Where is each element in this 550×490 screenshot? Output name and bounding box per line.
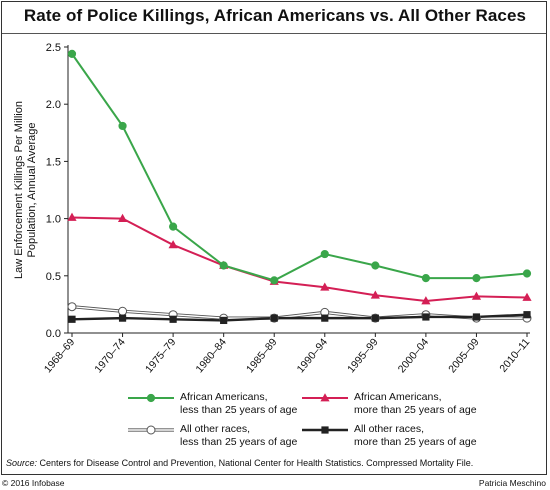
y-tick-label: 0.5: [46, 271, 61, 283]
x-tick-label: 2000–04: [396, 336, 432, 375]
data-point-3: [321, 314, 329, 322]
series-lines: [67, 49, 532, 325]
axes: 0.0 0.5 1.0 1.5 2.0 2.5 1968–69 1970–74 1975–79 1…: [13, 42, 532, 375]
x-tick-label: 2010–11: [497, 336, 532, 375]
data-point-0: [421, 273, 430, 283]
source-label: Source:: [6, 458, 38, 468]
data-point-1: [67, 212, 77, 221]
data-point-3: [118, 314, 127, 322]
data-point-0: [371, 261, 380, 270]
data-point-0: [472, 273, 481, 283]
data-point-1: [117, 213, 128, 222]
credit-text: Patricia Meschino: [478, 478, 546, 488]
data-point-1: [421, 296, 431, 305]
x-tick-label: 1990–94: [295, 336, 331, 375]
y-tick-label: 1.0: [46, 214, 61, 226]
series-line-3: [71, 313, 528, 322]
y-tick-label: 2.0: [46, 99, 61, 111]
y-tick-label: 0.0: [46, 328, 61, 340]
data-point-3: [422, 313, 430, 321]
data-point-0: [169, 222, 178, 231]
data-point-0: [219, 261, 228, 270]
chart-frame: Rate of Police Killings, African America…: [1, 1, 547, 475]
y-axis-label: Law Enforcement Killings Per Million: [13, 101, 25, 279]
data-point-3: [371, 314, 379, 322]
data-point-0: [270, 276, 279, 285]
data-point-1: [522, 292, 532, 301]
data-point-1: [471, 291, 482, 300]
data-point-2: [67, 302, 77, 312]
x-tick-label: 2005–09: [446, 336, 482, 375]
data-point-0: [118, 121, 127, 131]
series-line-0: [71, 53, 528, 282]
title-divider: [2, 33, 546, 34]
legend-marker-2: [146, 425, 156, 435]
y-axis-label: Population, Annual Average: [26, 123, 38, 258]
y-tick-label: 2.5: [46, 42, 61, 54]
x-tick-label: 1995–99: [345, 336, 381, 375]
data-point-2: [118, 306, 128, 316]
x-tick-label: 1970–74: [92, 336, 128, 375]
data-point-3: [169, 315, 177, 323]
copyright-text: © 2016 Infobase: [2, 478, 65, 488]
source-note: Source: Centers for Disease Control and …: [6, 458, 473, 468]
data-point-1: [370, 290, 380, 299]
x-tick-label: 1968–69: [42, 336, 78, 375]
data-point-0: [522, 269, 532, 278]
data-point-3: [270, 314, 278, 322]
x-tick-label: 1975–79: [143, 336, 179, 375]
chart-title: Rate of Police Killings, African America…: [23, 6, 527, 25]
data-point-3: [472, 313, 481, 321]
data-point-3: [220, 316, 228, 325]
data-point-1: [320, 282, 330, 291]
y-tick-label: 1.5: [46, 156, 61, 168]
x-tick-label: 1985–89: [244, 336, 280, 375]
data-point-0: [67, 49, 77, 58]
data-point-3: [68, 315, 76, 323]
data-point-0: [320, 249, 329, 259]
data-point-3: [523, 311, 531, 319]
x-tick-label: 1980–84: [193, 336, 229, 375]
source-text: Centers for Disease Control and Preventi…: [37, 458, 474, 468]
legend-markers: [128, 393, 348, 435]
legend-marker-1: [320, 393, 330, 402]
legend-marker-0: [146, 393, 156, 403]
data-point-1: [168, 240, 178, 249]
series-line-1: [71, 216, 528, 302]
legend-marker-3: [321, 426, 329, 434]
